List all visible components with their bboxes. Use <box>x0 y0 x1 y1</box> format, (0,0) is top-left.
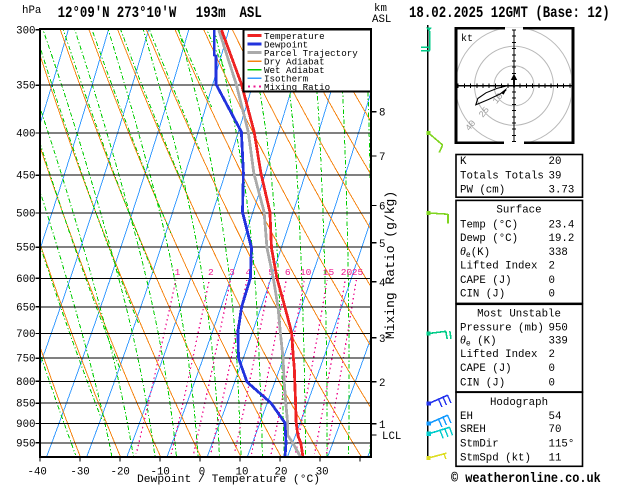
svg-text:23.4: 23.4 <box>549 219 575 231</box>
svg-text:7: 7 <box>379 152 385 164</box>
svg-text:0: 0 <box>549 378 555 390</box>
svg-text:Temp (°C): Temp (°C) <box>460 219 518 231</box>
svg-text:Dewpoint: Dewpoint <box>264 39 308 50</box>
svg-text:10: 10 <box>236 467 249 479</box>
svg-text:Mixing Ratio (g/kg): Mixing Ratio (g/kg) <box>383 191 398 339</box>
svg-text:SREH: SREH <box>460 424 486 436</box>
svg-text:0: 0 <box>199 467 205 479</box>
svg-text:650: 650 <box>16 302 35 314</box>
svg-text:hPa: hPa <box>22 5 42 17</box>
svg-text:θe(K): θe(K) <box>460 244 490 260</box>
svg-text:30: 30 <box>316 467 329 479</box>
svg-text:800: 800 <box>16 377 35 389</box>
svg-text:Lifted Index: Lifted Index <box>460 349 537 361</box>
svg-text:10: 10 <box>300 267 312 278</box>
svg-text:338: 338 <box>549 247 568 259</box>
svg-text:20: 20 <box>549 156 562 168</box>
svg-text:8: 8 <box>379 108 385 120</box>
svg-text:500: 500 <box>16 208 35 220</box>
svg-text:CAPE (J): CAPE (J) <box>460 363 512 375</box>
svg-text:1: 1 <box>379 420 385 432</box>
svg-text:1: 1 <box>175 267 181 278</box>
svg-text:115°: 115° <box>549 438 575 450</box>
svg-text:400: 400 <box>16 129 35 141</box>
svg-text:© weatheronline.co.uk: © weatheronline.co.uk <box>451 470 601 486</box>
svg-text:kt: kt <box>461 33 473 45</box>
svg-text:Lifted Index: Lifted Index <box>460 261 537 273</box>
svg-text:11: 11 <box>549 453 562 465</box>
svg-text:PW (cm): PW (cm) <box>460 185 505 197</box>
svg-text:3.73: 3.73 <box>549 185 575 197</box>
svg-text:Dewpoint / Temperature (°C): Dewpoint / Temperature (°C) <box>137 474 320 486</box>
svg-text:-40: -40 <box>28 467 47 479</box>
svg-text:450: 450 <box>16 171 35 183</box>
svg-text:2: 2 <box>208 267 214 278</box>
svg-text:Wet Adiabat: Wet Adiabat <box>264 65 325 76</box>
svg-text:700: 700 <box>16 329 35 341</box>
svg-text:15: 15 <box>323 267 335 278</box>
svg-text:273°10'W: 273°10'W <box>117 5 177 23</box>
svg-text:0: 0 <box>549 275 555 287</box>
svg-text:Dewp (°C): Dewp (°C) <box>460 233 518 245</box>
svg-text:193m: 193m <box>196 5 226 23</box>
svg-text:339: 339 <box>549 336 568 348</box>
svg-text:0: 0 <box>549 289 555 301</box>
svg-text:20: 20 <box>275 467 288 479</box>
svg-text:Pressure (mb): Pressure (mb) <box>460 323 544 335</box>
svg-text:EH: EH <box>460 411 473 423</box>
svg-text:950: 950 <box>549 323 568 335</box>
svg-text:0: 0 <box>549 363 555 375</box>
svg-text:Temperature: Temperature <box>264 31 325 42</box>
svg-text:Parcel Trajectory: Parcel Trajectory <box>264 48 358 59</box>
svg-text:Mixing Ratio: Mixing Ratio <box>264 82 330 93</box>
svg-text:4: 4 <box>245 267 251 278</box>
svg-text:850: 850 <box>16 399 35 411</box>
svg-text:K: K <box>460 156 467 168</box>
svg-text:2: 2 <box>549 261 555 273</box>
svg-text:19.2: 19.2 <box>549 233 575 245</box>
svg-text:StmSpd (kt): StmSpd (kt) <box>460 453 531 465</box>
svg-text:39: 39 <box>549 170 562 182</box>
svg-text:5: 5 <box>379 239 385 251</box>
svg-text:StmDir: StmDir <box>460 438 499 450</box>
svg-text:25: 25 <box>352 267 364 278</box>
svg-text:ASL: ASL <box>240 5 262 23</box>
svg-text:900: 900 <box>16 419 35 431</box>
svg-text:6: 6 <box>285 267 291 278</box>
svg-text:6: 6 <box>379 202 385 214</box>
svg-text:750: 750 <box>16 354 35 366</box>
svg-text:Surface: Surface <box>496 205 541 217</box>
svg-text:-30: -30 <box>70 467 89 479</box>
svg-text:2: 2 <box>549 349 555 361</box>
svg-text:Totals Totals: Totals Totals <box>460 170 544 182</box>
svg-text:4: 4 <box>379 278 385 290</box>
svg-text:300: 300 <box>16 25 35 37</box>
svg-text:950: 950 <box>16 438 35 450</box>
svg-text:20: 20 <box>341 267 353 278</box>
svg-text:600: 600 <box>16 274 35 286</box>
svg-text:-10: -10 <box>151 467 170 479</box>
svg-text:18.02.2025 12GMT (Base: 12): 18.02.2025 12GMT (Base: 12) <box>409 5 610 23</box>
svg-text:550: 550 <box>16 243 35 255</box>
svg-text:km: km <box>374 3 387 15</box>
svg-text:CAPE (J): CAPE (J) <box>460 275 512 287</box>
svg-text:Isotherm: Isotherm <box>264 73 309 84</box>
svg-text:350: 350 <box>16 81 35 93</box>
svg-text:Hodograph: Hodograph <box>490 397 548 409</box>
svg-text:CIN (J): CIN (J) <box>460 378 505 390</box>
svg-text:Dry Adiabat: Dry Adiabat <box>264 56 325 67</box>
svg-text:3: 3 <box>229 267 235 278</box>
svg-text:2: 2 <box>379 378 385 390</box>
svg-text:LCL: LCL <box>382 431 401 443</box>
svg-text:-20: -20 <box>111 467 130 479</box>
svg-text:3: 3 <box>379 334 385 346</box>
svg-text:70: 70 <box>549 424 562 436</box>
svg-text:θe (K): θe (K) <box>460 333 497 349</box>
svg-text:Most Unstable: Most Unstable <box>477 309 561 321</box>
svg-text:CIN (J): CIN (J) <box>460 289 505 301</box>
svg-text:12°09'N: 12°09'N <box>58 5 110 23</box>
svg-text:ASL: ASL <box>372 14 391 26</box>
svg-text:54: 54 <box>549 411 562 423</box>
